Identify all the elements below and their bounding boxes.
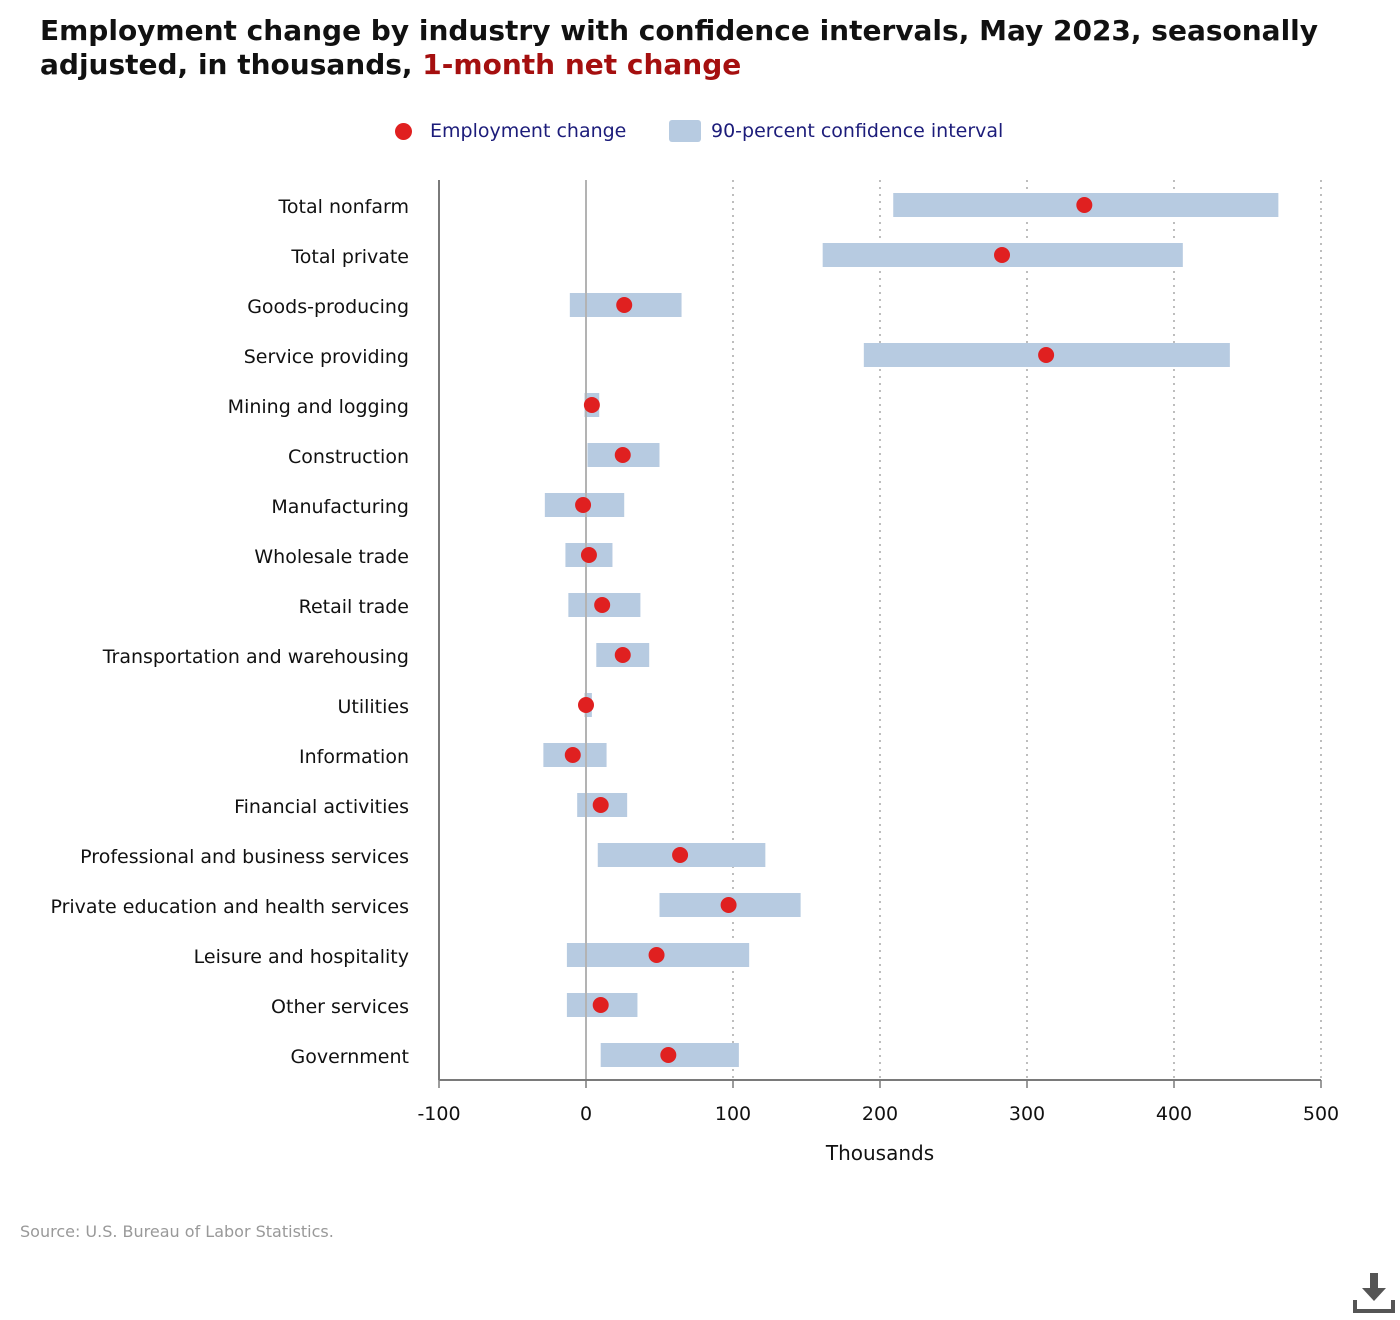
category-label: Retail trade (299, 596, 409, 618)
category-label: Leisure and hospitality (194, 946, 409, 968)
chart-title-highlight: 1-month net change (422, 48, 742, 81)
legend-label-employment-change: Employment change (430, 120, 627, 142)
source-note: Source: U.S. Bureau of Labor Statistics. (20, 1222, 334, 1241)
category-label: Transportation and warehousing (102, 646, 409, 668)
category-label: Goods-producing (247, 296, 409, 318)
chart-title: Employment change by industry with confi… (40, 14, 1360, 82)
legend-box-icon (669, 120, 701, 142)
chart-legend: Employment change 90-percent confidence … (0, 120, 1400, 150)
category-label: Manufacturing (271, 496, 409, 518)
category-label: Wholesale trade (254, 546, 409, 568)
category-label: Private education and health services (50, 896, 409, 918)
category-label: Mining and logging (228, 396, 409, 418)
employment-change-point (578, 697, 594, 713)
employment-change-point (614, 447, 631, 463)
employment-change-point (1038, 347, 1055, 363)
category-label: Government (291, 1046, 410, 1068)
employment-change-point (592, 997, 609, 1013)
category-label: Professional and business services (80, 846, 409, 868)
employment-change-point (720, 897, 737, 913)
x-axis-label: Thousands (825, 1141, 934, 1165)
legend-item-employment-change: Employment change (395, 120, 626, 142)
employment-change-point (994, 247, 1011, 263)
employment-change-point (660, 1047, 677, 1063)
category-label: Total nonfarm (278, 196, 409, 218)
employment-change-point (648, 947, 665, 963)
employment-change-point (580, 547, 597, 563)
x-tick-label: -100 (417, 1103, 460, 1125)
employment-change-point (616, 297, 633, 313)
legend-dot-icon (395, 122, 412, 140)
employment-change-point (614, 647, 631, 663)
employment-change-point (594, 597, 611, 613)
download-icon[interactable] (1352, 1270, 1396, 1314)
legend-label-confidence-interval: 90-percent confidence interval (711, 120, 1004, 142)
category-label: Other services (271, 996, 409, 1018)
category-label: Total private (290, 246, 409, 268)
chart-plot: -100 0 100 200 300 400 500 Thousands Total nonfa… (50, 180, 1339, 1165)
x-tick-label: 200 (862, 1103, 898, 1125)
legend-item-confidence-interval: 90-percent confidence interval (669, 120, 1003, 142)
x-tick-label: 400 (1156, 1103, 1192, 1125)
category-label: Information (299, 746, 409, 768)
employment-change-point (564, 747, 581, 763)
chart-title-main: Employment change by industry with confi… (40, 14, 1319, 81)
category-label: Utilities (337, 696, 409, 718)
employment-change-point (1076, 197, 1093, 213)
x-tick-label: 300 (1009, 1103, 1045, 1125)
employment-change-point (583, 397, 600, 413)
employment-change-point (592, 797, 609, 813)
employment-change-point (575, 497, 592, 513)
employment-change-point (672, 847, 689, 863)
category-label: Service providing (244, 346, 409, 368)
x-tick-label: 100 (715, 1103, 751, 1125)
x-tick-label: 500 (1303, 1103, 1339, 1125)
category-label: Financial activities (234, 796, 409, 818)
category-label: Construction (288, 446, 409, 468)
x-tick-label: 0 (580, 1103, 592, 1125)
